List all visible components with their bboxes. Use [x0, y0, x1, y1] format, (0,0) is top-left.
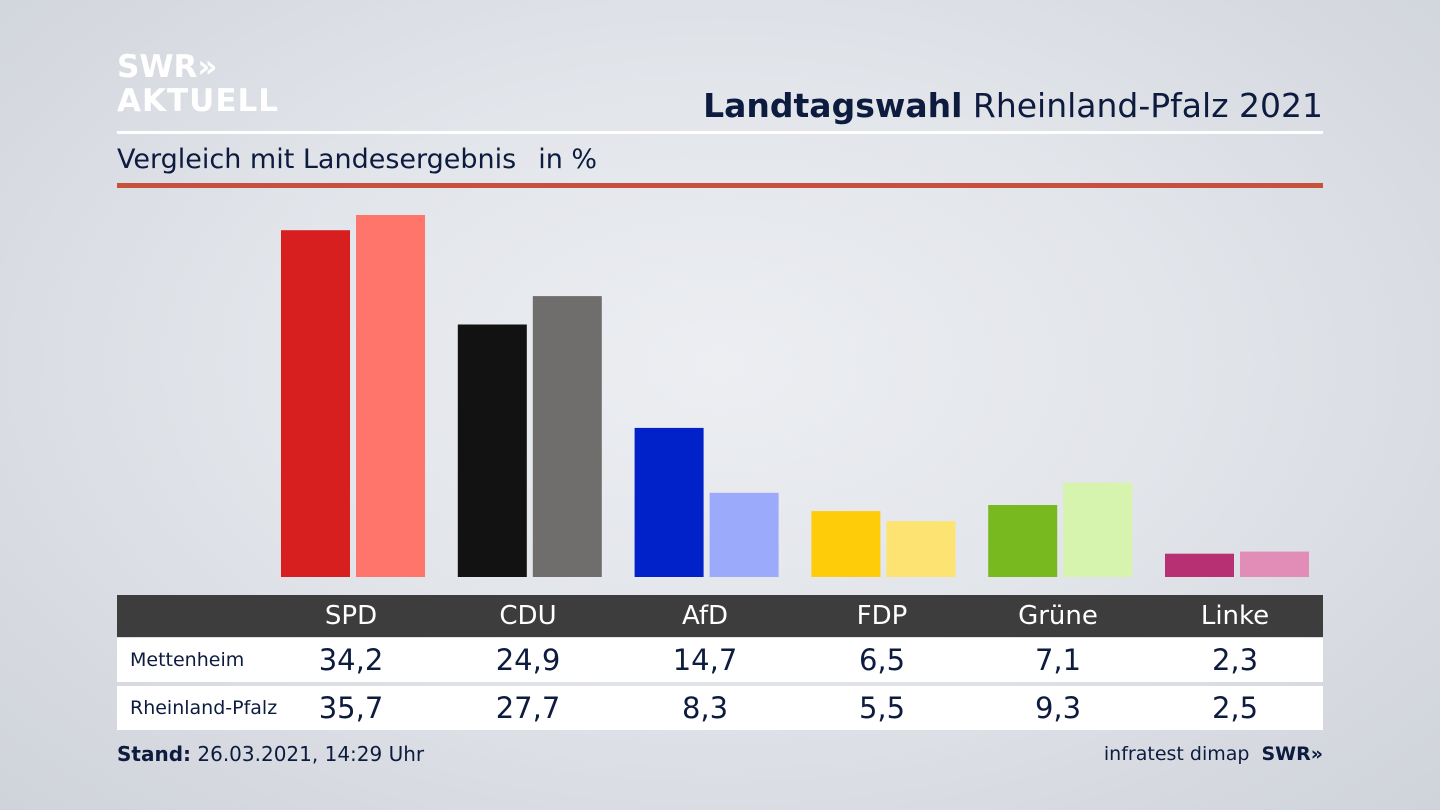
bar-afd-mettenheim [634, 427, 704, 577]
swr-logo: SWR» [1261, 743, 1323, 765]
table-row-rheinland-pfalz: Rheinland-Pfalz 35,7 27,7 8,3 5,5 9,3 2,… [117, 686, 1323, 730]
bar-gruene-rheinland-pfalz [1063, 482, 1133, 577]
chart-subtitle: Vergleich mit Landesergebnis in % [117, 142, 597, 178]
row-label: Rheinland-Pfalz [130, 697, 278, 719]
party-header-afd: AfD [681, 601, 729, 631]
logo-line-2: AKTUELL [117, 83, 280, 119]
value-cell: 8,3 [681, 691, 729, 725]
value-cell: 27,7 [495, 691, 561, 725]
logo-line-1: SWR» [117, 49, 218, 85]
party-header-spd: SPD [324, 601, 378, 631]
row-label: Mettenheim [130, 649, 245, 671]
header-divider [117, 131, 1323, 134]
subtitle-unit: in % [538, 144, 598, 175]
source-text: infratest dimap [1103, 743, 1250, 765]
bar-fdp-mettenheim [811, 511, 881, 577]
bar-gruene-mettenheim [988, 505, 1058, 577]
bar-spd-mettenheim [281, 230, 350, 577]
value-cell: 2,5 [1211, 691, 1259, 725]
accent-divider [117, 183, 1323, 188]
timestamp-value: 26.03.2021, 14:29 Uhr [191, 742, 425, 766]
value-cell: 24,9 [495, 643, 561, 677]
value-cell: 35,7 [318, 691, 384, 725]
party-header-linke: Linke [1200, 601, 1270, 631]
bar-linke-rheinland-pfalz [1240, 551, 1309, 577]
timestamp: Stand: 26.03.2021, 14:29 Uhr [117, 740, 424, 768]
bar-cdu-mettenheim [457, 324, 527, 577]
party-header-fdp: FDP [856, 601, 908, 631]
swr-aktuell-logo: SWR» AKTUELL [117, 52, 279, 117]
value-cell: 9,3 [1034, 691, 1082, 725]
bar-linke-mettenheim [1165, 553, 1234, 577]
headline-rest: Rheinland-Pfalz 2021 [962, 86, 1323, 125]
value-cell: 14,7 [672, 643, 738, 677]
chart-headline: Landtagswahl Rheinland-Pfalz 2021 [703, 86, 1323, 126]
bar-fdp-rheinland-pfalz [886, 521, 956, 577]
value-cell: 2,3 [1211, 643, 1259, 677]
timestamp-label: Stand: [117, 742, 192, 766]
bar-cdu-rheinland-pfalz [532, 296, 602, 577]
value-cell: 7,1 [1034, 643, 1082, 677]
bar-spd-rheinland-pfalz [356, 215, 425, 577]
table-header-row: SPD CDU AfD FDP Grüne Linke [117, 595, 1323, 637]
subtitle-text: Vergleich mit Landesergebnis [117, 144, 517, 175]
table-row-mettenheim: Mettenheim 34,2 24,9 14,7 6,5 7,1 2,3 [117, 638, 1323, 682]
value-cell: 34,2 [318, 643, 384, 677]
headline-bold: Landtagswahl [703, 86, 963, 125]
party-header-gruene: Grüne [1018, 601, 1098, 631]
source-credit: infratest dimap SWR» [1104, 740, 1323, 768]
value-cell: 5,5 [858, 691, 906, 725]
bar-afd-rheinland-pfalz [709, 492, 779, 577]
value-cell: 6,5 [858, 643, 906, 677]
party-header-cdu: CDU [499, 601, 557, 631]
